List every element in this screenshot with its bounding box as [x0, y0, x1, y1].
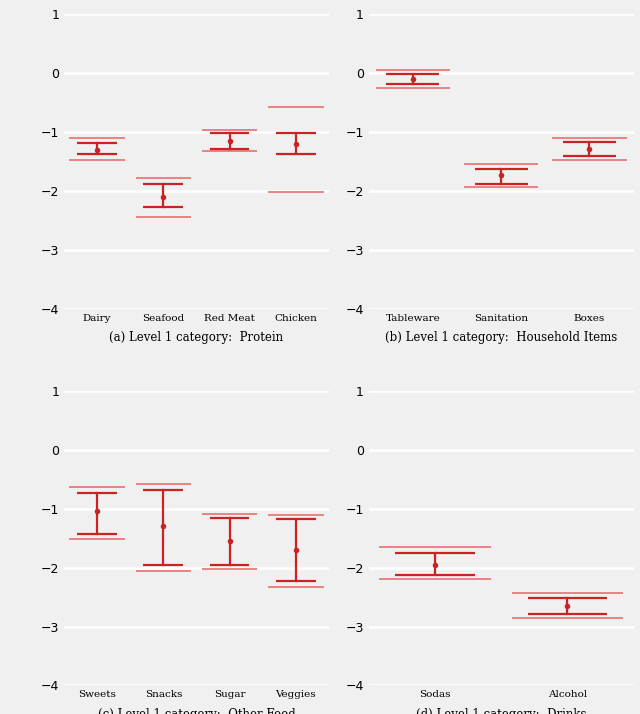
X-axis label: (d) Level 1 category:  Drinks: (d) Level 1 category: Drinks	[416, 708, 586, 714]
X-axis label: (c) Level 1 category:  Other Food: (c) Level 1 category: Other Food	[97, 708, 295, 714]
X-axis label: (b) Level 1 category:  Household Items: (b) Level 1 category: Household Items	[385, 331, 617, 344]
X-axis label: (a) Level 1 category:  Protein: (a) Level 1 category: Protein	[109, 331, 284, 344]
